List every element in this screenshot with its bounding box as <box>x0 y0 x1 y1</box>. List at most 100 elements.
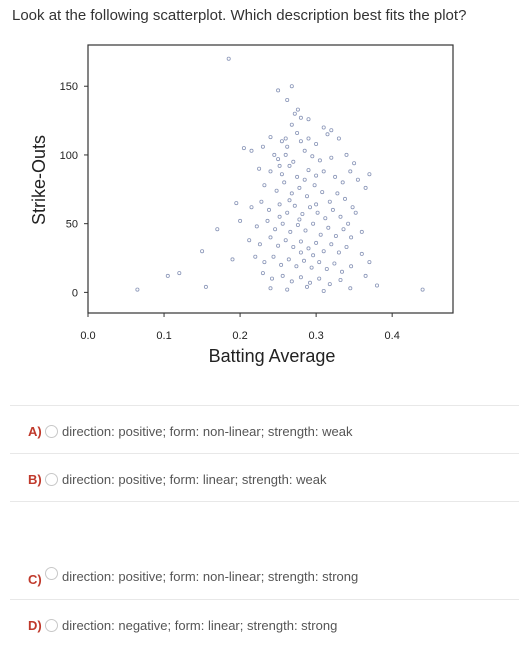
data-point <box>274 188 279 193</box>
data-point <box>340 180 345 185</box>
data-point <box>295 107 300 112</box>
data-point <box>344 152 349 157</box>
separator <box>10 453 519 454</box>
data-points <box>135 56 425 293</box>
data-point <box>324 266 329 271</box>
data-point <box>363 273 368 278</box>
data-point <box>317 276 322 281</box>
data-point <box>300 211 305 216</box>
data-point <box>283 136 288 141</box>
data-point <box>355 177 360 182</box>
data-point <box>321 169 326 174</box>
data-point <box>277 163 282 168</box>
data-point <box>283 238 288 243</box>
data-point <box>276 88 281 93</box>
data-point <box>298 139 303 144</box>
option-c-text[interactable]: direction: positive; form: non-linear; s… <box>62 569 359 584</box>
data-point <box>333 233 338 238</box>
data-point <box>317 260 322 265</box>
data-point <box>295 174 300 179</box>
data-point <box>285 144 290 149</box>
data-point <box>335 191 340 196</box>
data-point <box>165 273 170 278</box>
data-point <box>177 271 182 276</box>
data-point <box>268 169 273 174</box>
data-point <box>230 257 235 262</box>
data-point <box>294 264 299 269</box>
data-point <box>314 173 319 178</box>
data-point <box>289 122 294 127</box>
data-point <box>273 227 278 232</box>
data-point <box>200 249 205 254</box>
option-b-letter: B) <box>28 472 42 487</box>
option-c-letter: C) <box>28 572 42 587</box>
data-point <box>259 199 264 204</box>
question-text: Look at the following scatterplot. Which… <box>12 7 467 24</box>
data-point <box>297 217 302 222</box>
data-point <box>341 227 346 232</box>
data-point <box>302 177 307 182</box>
data-point <box>287 198 292 203</box>
data-point <box>241 146 246 151</box>
option-b-text[interactable]: direction: positive; form: linear; stren… <box>62 472 327 487</box>
data-point <box>349 264 354 269</box>
data-point <box>320 190 325 195</box>
option-a-radio[interactable] <box>45 425 58 438</box>
data-point <box>260 144 265 149</box>
x-tick-label: 0.3 <box>308 330 323 342</box>
data-point <box>304 194 309 199</box>
data-point <box>312 183 317 188</box>
data-point <box>262 260 267 265</box>
data-point <box>359 251 364 256</box>
option-c-radio[interactable] <box>45 567 58 580</box>
y-tick-label: 0 <box>72 287 78 299</box>
data-point <box>291 159 296 164</box>
option-d-radio[interactable] <box>45 619 58 632</box>
data-point <box>329 242 334 247</box>
data-point <box>287 163 292 168</box>
data-point <box>268 286 273 291</box>
data-point <box>307 205 312 210</box>
x-tick-label: 0.0 <box>80 330 95 342</box>
data-point <box>339 269 344 274</box>
x-tick-label: 0.2 <box>232 330 247 342</box>
x-tick-label: 0.1 <box>156 330 171 342</box>
data-point <box>283 152 288 157</box>
option-a-letter: A) <box>28 424 42 439</box>
data-point <box>272 152 277 157</box>
data-point <box>292 111 297 116</box>
data-point <box>342 196 347 201</box>
data-point <box>321 249 326 254</box>
option-d-text[interactable]: direction: negative; form: linear; stren… <box>62 618 338 633</box>
data-point <box>247 238 252 243</box>
data-point <box>271 254 276 259</box>
data-point <box>291 244 296 249</box>
data-point <box>318 232 323 237</box>
data-point <box>135 287 140 292</box>
data-point <box>420 287 425 292</box>
data-point <box>298 115 303 120</box>
data-point <box>257 242 262 247</box>
data-point <box>215 227 220 232</box>
data-point <box>297 185 302 190</box>
data-point <box>249 205 254 210</box>
data-point <box>298 275 303 280</box>
data-point <box>309 265 314 270</box>
data-point <box>325 132 330 137</box>
option-a-text[interactable]: direction: positive; form: non-linear; s… <box>62 424 353 439</box>
data-point <box>288 229 293 234</box>
option-b-radio[interactable] <box>45 473 58 486</box>
data-point <box>330 207 335 212</box>
data-point <box>338 277 343 282</box>
data-point <box>327 282 332 287</box>
data-point <box>295 222 300 227</box>
x-axis-label: Batting Average <box>209 346 336 366</box>
data-point <box>295 130 300 135</box>
data-point <box>306 136 311 141</box>
data-point <box>285 98 290 103</box>
data-point <box>257 166 262 171</box>
data-point <box>352 161 357 166</box>
data-point <box>289 279 294 284</box>
data-point <box>304 284 309 289</box>
data-point <box>338 214 343 219</box>
